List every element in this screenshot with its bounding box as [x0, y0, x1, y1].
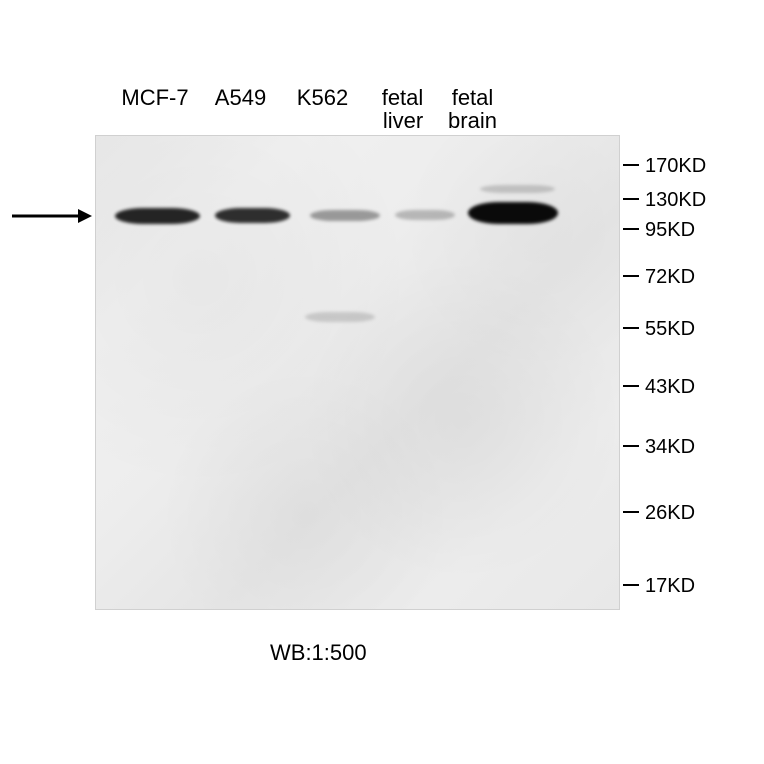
marker-label: 130KD: [645, 189, 706, 212]
figure-container: MCF-7 A549 K562 fetal fetal liver brain …: [0, 0, 764, 764]
dilution-label: WB:1:500: [270, 640, 367, 666]
lane-label-a549: A549: [208, 85, 273, 111]
lane-sublabel-text: liver: [383, 108, 423, 133]
marker-tick: [623, 327, 639, 329]
lane-label-text: fetal: [452, 85, 494, 110]
lane-label-text: fetal: [382, 85, 424, 110]
marker-label: 34KD: [645, 436, 695, 459]
band: [215, 208, 290, 223]
marker-tick: [623, 228, 639, 230]
marker-label: 55KD: [645, 318, 695, 341]
dilution-text: WB:1:500: [270, 640, 367, 665]
lane-label-text: K562: [297, 85, 348, 110]
marker-tick: [623, 385, 639, 387]
marker-label: 95KD: [645, 219, 695, 242]
target-band-arrow: [10, 204, 95, 233]
marker-tick: [623, 275, 639, 277]
marker-tick: [623, 198, 639, 200]
band: [480, 185, 555, 193]
lane-label-mcf7: MCF-7: [115, 85, 195, 111]
lane-sublabel-brain: brain: [445, 108, 500, 134]
lane-label-text: MCF-7: [121, 85, 188, 110]
band: [468, 202, 558, 224]
marker-label: 26KD: [645, 502, 695, 525]
band: [305, 312, 375, 322]
lane-sublabel-text: brain: [448, 108, 497, 133]
marker-label: 170KD: [645, 155, 706, 178]
band: [310, 210, 380, 221]
marker-label: 72KD: [645, 266, 695, 289]
arrow-icon: [10, 204, 95, 228]
lane-sublabel-liver: liver: [378, 108, 428, 134]
marker-tick: [623, 584, 639, 586]
band: [395, 210, 455, 220]
lane-label-text: A549: [215, 85, 266, 110]
marker-tick: [623, 164, 639, 166]
marker-tick: [623, 511, 639, 513]
lane-label-k562: K562: [290, 85, 355, 111]
marker-tick: [623, 445, 639, 447]
band: [115, 208, 200, 224]
marker-label: 43KD: [645, 376, 695, 399]
marker-label: 17KD: [645, 575, 695, 598]
